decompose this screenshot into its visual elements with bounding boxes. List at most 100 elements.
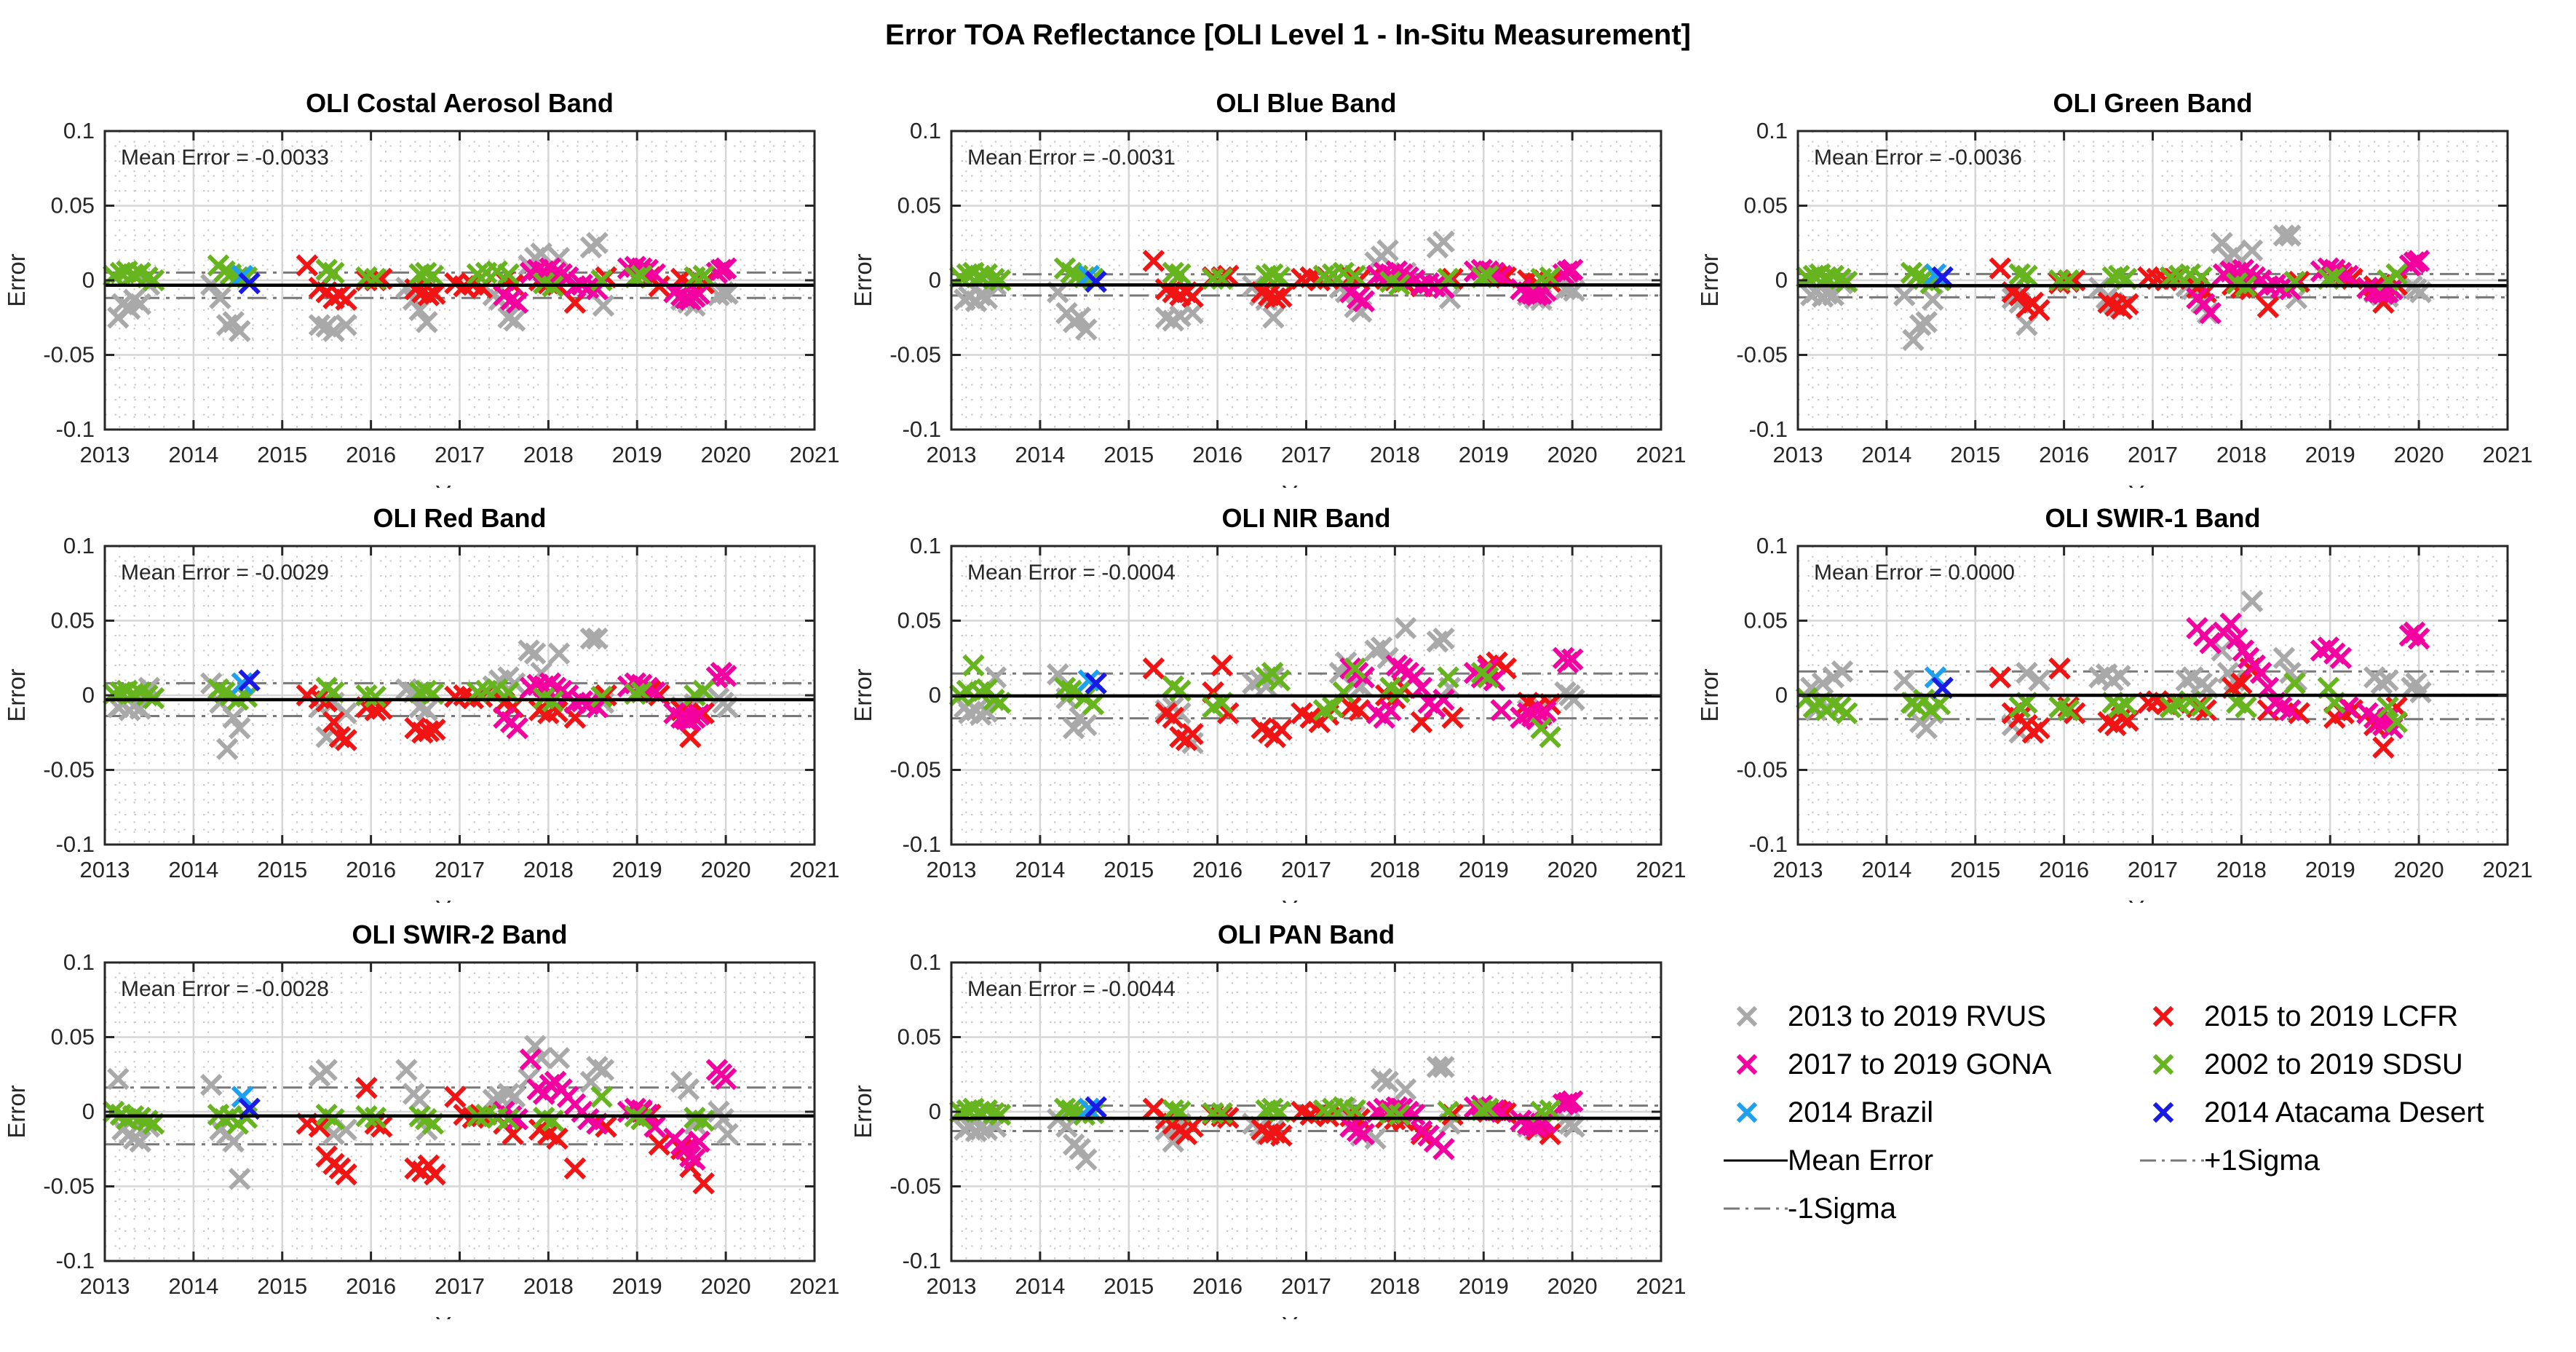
- marker-sdsu: [1344, 264, 1366, 288]
- legend-swatch-atacama: [2140, 1092, 2204, 1133]
- mean-line-icon: [1724, 1159, 1788, 1162]
- marker-sdsu: [2317, 676, 2340, 699]
- marker-gona: [688, 703, 710, 726]
- series-atacama: [238, 272, 261, 295]
- marker-lcfr: [1181, 285, 1204, 308]
- x-tick-label: 2017: [2128, 857, 2178, 882]
- marker-rvus: [677, 1078, 700, 1101]
- y-tick-label: 0: [929, 682, 941, 708]
- marker-lcfr: [679, 726, 702, 748]
- x-tick-label: 2017: [2128, 442, 2178, 467]
- x-tick-label: 2021: [1636, 857, 1687, 882]
- brazil-marker-icon: [1736, 1102, 1758, 1123]
- marker-sdsu: [2385, 263, 2408, 286]
- y-tick-label: -0.05: [1736, 757, 1788, 783]
- series-gona: [2186, 612, 2430, 740]
- y-tick-label: -0.1: [56, 416, 95, 442]
- marker-rvus: [129, 1130, 151, 1153]
- marker-rvus: [716, 696, 739, 719]
- marker-sdsu: [630, 681, 653, 704]
- legend-swatch-plus: [2140, 1140, 2204, 1181]
- marker-sdsu: [322, 261, 345, 284]
- marker-sdsu: [630, 264, 653, 288]
- y-tick-label: 0.05: [1744, 608, 1788, 633]
- marker-sdsu: [2016, 692, 2038, 714]
- y-tick-label: 0: [929, 267, 941, 293]
- legend-swatch-mean: [1724, 1140, 1788, 1181]
- x-tick-label: 2020: [701, 1273, 751, 1299]
- subplot-swir1: OLI SWIR-1 Band Mean Error = 0.0000 0.1 0.0…: [1693, 486, 2540, 922]
- marker-lcfr: [1142, 657, 1165, 680]
- marker-gona: [506, 716, 528, 740]
- plot-swir2: OLI SWIR-2 Band Mean Error = -0.0028 0.1 0.…: [3, 920, 839, 1339]
- marker-rvus: [1893, 284, 1916, 307]
- legend-label-brazil: 2014 Brazil: [1788, 1096, 1934, 1128]
- x-tick-label: 2016: [346, 1273, 396, 1299]
- marker-rvus: [1426, 1056, 1449, 1078]
- x-tick-label: 2013: [927, 442, 977, 467]
- subplot-title: OLI Blue Band: [1216, 88, 1396, 118]
- marker-gona: [586, 696, 609, 719]
- marker-rvus: [1075, 1148, 1098, 1171]
- marker-sdsu: [1344, 657, 1366, 680]
- marker-rvus: [2240, 239, 2264, 262]
- subplot-title: OLI Red Band: [373, 503, 546, 533]
- y-tick-label: 0.05: [1744, 193, 1788, 218]
- x-tick-label: 2014: [1015, 442, 1065, 467]
- marker-gona: [1403, 666, 1426, 689]
- marker-sdsu: [497, 263, 520, 286]
- marker-rvus: [1811, 672, 1834, 695]
- mean-error-label: Mean Error = -0.0028: [121, 977, 329, 1001]
- series-atacama: [238, 1097, 261, 1120]
- marker-sdsu: [364, 1106, 387, 1129]
- marker-rvus: [547, 642, 571, 665]
- y-tick-label: 0: [1775, 267, 1788, 293]
- y-axis-label: Error: [3, 253, 30, 307]
- plot-pan: OLI PAN Band Mean Error = -0.0044 0.1 0.05 0…: [849, 920, 1686, 1339]
- marker-sdsu: [1477, 1097, 1499, 1120]
- legend-label-atacama: 2014 Atacama Desert: [2204, 1096, 2484, 1128]
- marker-sdsu: [2323, 266, 2346, 289]
- marker-lcfr: [502, 1123, 524, 1145]
- marker-gona: [519, 1048, 542, 1071]
- x-tick-label: 2017: [435, 442, 485, 467]
- plot-blue: OLI Blue Band Mean Error = -0.0031 0.1 0.05…: [849, 88, 1686, 507]
- series-sdsu: [1795, 672, 2408, 734]
- marker-lcfr: [424, 718, 446, 741]
- x-tick-label: 2018: [523, 857, 574, 882]
- marker-sdsu: [988, 1103, 1012, 1126]
- tick-marks: [103, 961, 816, 1262]
- legend-label-mean: Mean Error: [1788, 1145, 1934, 1177]
- y-axis-label: Error: [849, 668, 876, 722]
- x-tick-label: 2014: [1015, 1273, 1065, 1299]
- marker-lcfr: [322, 711, 345, 734]
- marker-sdsu: [1388, 1103, 1411, 1126]
- series-atacama: [1085, 672, 1107, 695]
- y-tick-label: 0.05: [897, 193, 941, 218]
- y-tick-label: 0.05: [51, 608, 95, 633]
- x-axis-label: Year: [1282, 896, 1331, 903]
- y-tick-label: 0.1: [63, 118, 95, 143]
- marker-gona: [1410, 676, 1433, 699]
- marker-sdsu: [1477, 666, 1499, 689]
- subplot-title: OLI Green Band: [2053, 88, 2252, 118]
- marker-rvus: [2016, 662, 2038, 684]
- tick-marks: [103, 130, 816, 431]
- marker-rvus: [975, 287, 998, 309]
- marker-rvus: [416, 699, 438, 722]
- series-atacama: [1085, 1096, 1107, 1119]
- marker-gona: [1352, 1123, 1375, 1145]
- figure-title: Error TOA Reflectance [OLI Level 1 - In-…: [885, 19, 1691, 51]
- series-atacama: [1931, 266, 1954, 289]
- marker-sdsu: [1321, 696, 1344, 719]
- y-tick-label: 0.1: [910, 949, 941, 975]
- marker-rvus: [1432, 1056, 1455, 1078]
- marker-lcfr: [335, 288, 357, 311]
- marker-rvus: [2196, 676, 2219, 699]
- y-tick-label: 0.05: [897, 608, 941, 633]
- x-tick-label: 2013: [927, 857, 977, 882]
- marker-lcfr: [1162, 706, 1184, 729]
- marker-rvus: [1563, 688, 1585, 711]
- plot-swir1: OLI SWIR-1 Band Mean Error = 0.0000 0.1 0.0…: [1696, 503, 2532, 922]
- marker-gona: [2199, 301, 2222, 325]
